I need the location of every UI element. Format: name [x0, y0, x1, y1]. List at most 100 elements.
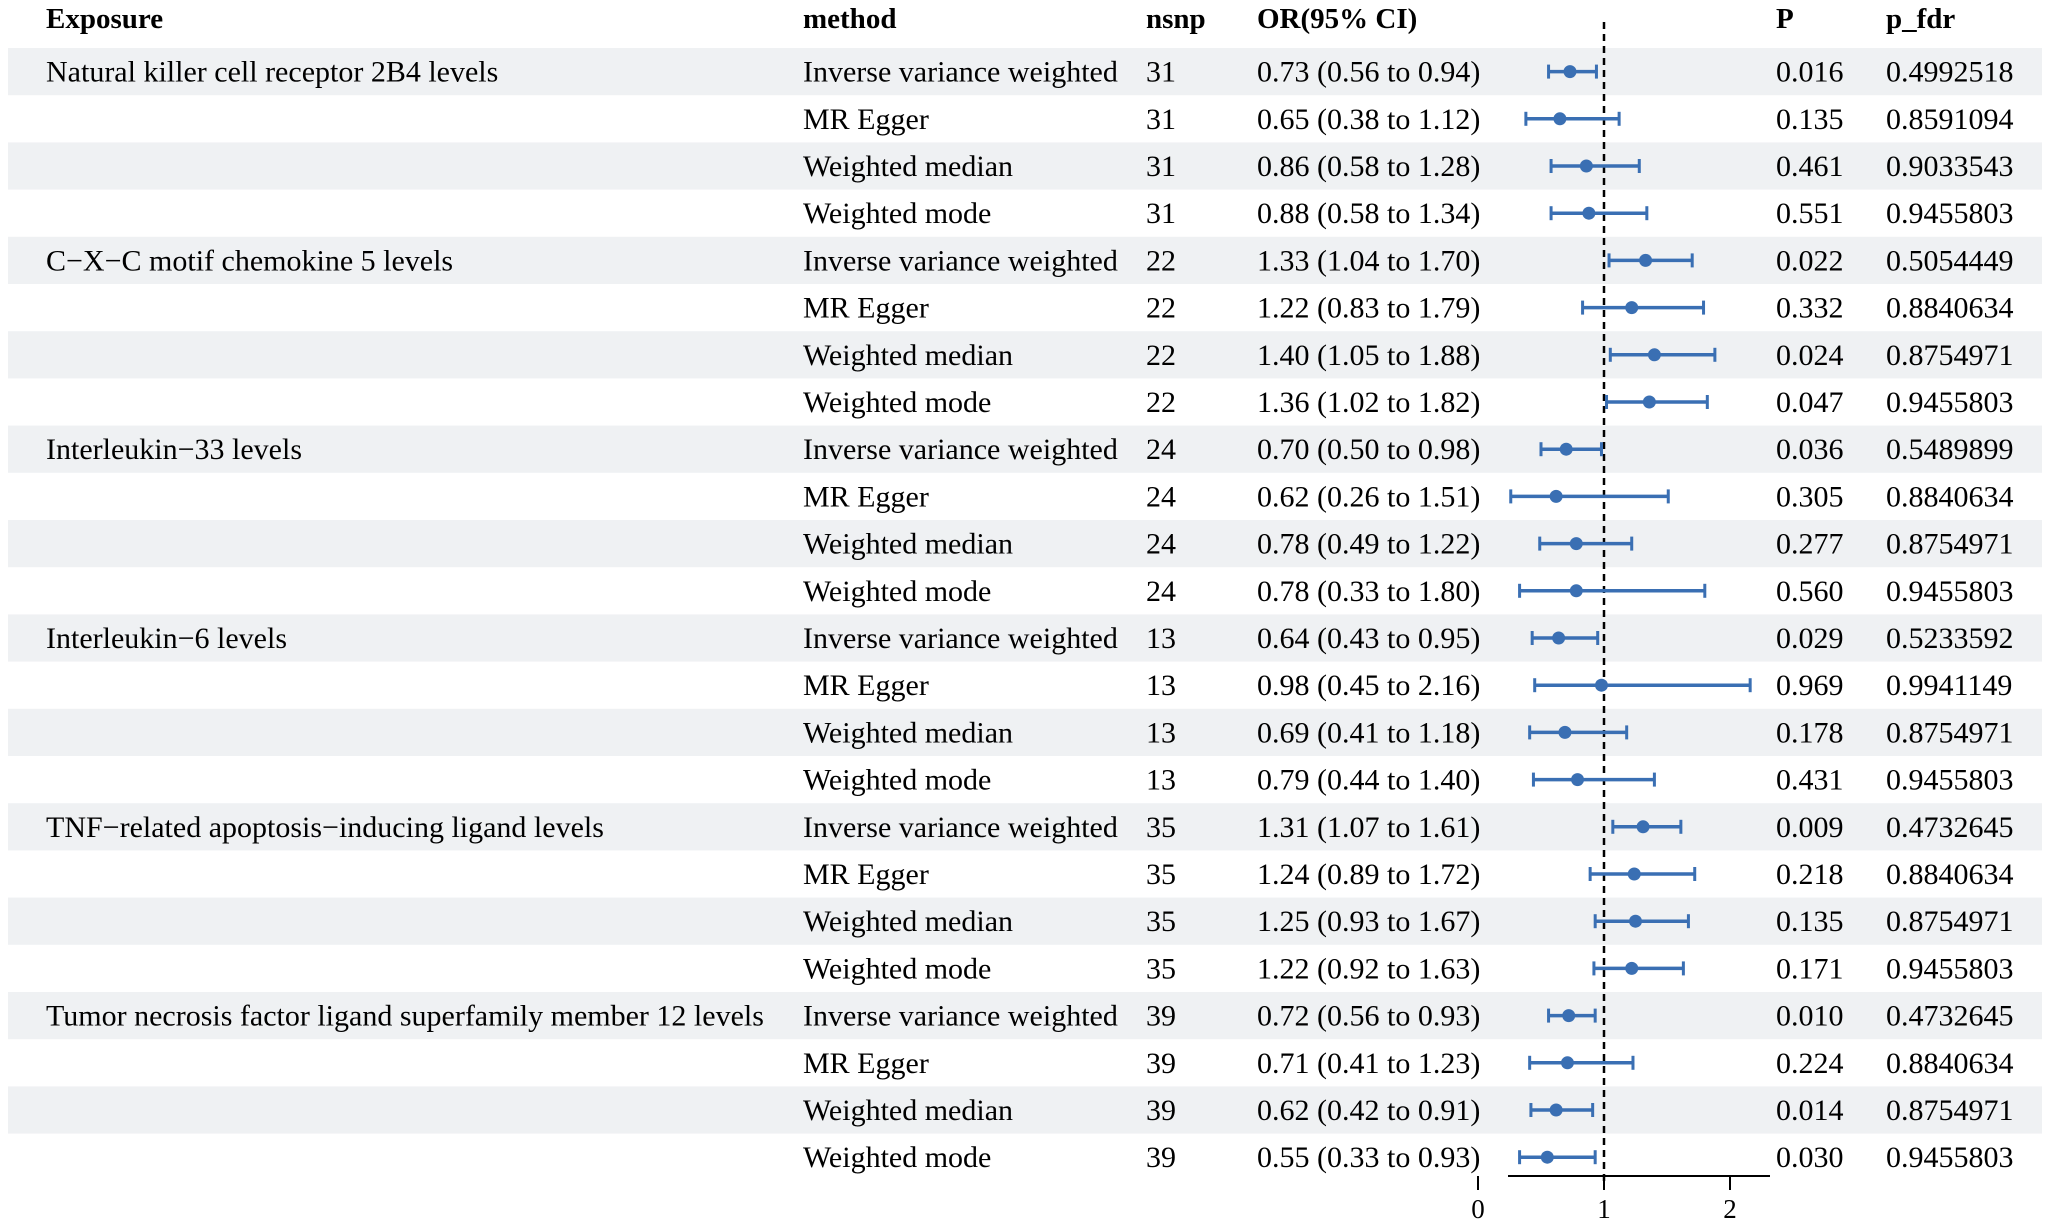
- ci-row: [1518, 1150, 1597, 1165]
- table-row: Weighted median 22 1.40 (1.05 to 1.88) 0.02…: [803, 339, 2014, 372]
- header-nsnp: nsnp: [1146, 3, 1206, 35]
- table-row: Weighted mode 24 0.78 (0.33 to 1.80) 0.560 0…: [803, 575, 2014, 608]
- header-exposure: Exposure: [46, 3, 163, 35]
- nsnp-cell: 31: [1146, 197, 1176, 230]
- or-ci-cell: 0.98 (0.45 to 2.16): [1257, 669, 1480, 702]
- or-ci-cell: 0.88 (0.58 to 1.34): [1257, 197, 1480, 230]
- or-ci-cell: 1.36 (1.02 to 1.82): [1257, 386, 1480, 419]
- ci-row: [1607, 253, 1694, 268]
- p-fdr-cell: 0.4992518: [1886, 56, 2014, 89]
- method-cell: Weighted mode: [803, 197, 991, 230]
- or-point: [1642, 395, 1656, 409]
- ci-row: [1524, 111, 1621, 126]
- p-value-cell: 0.305: [1776, 480, 1844, 513]
- or-ci-cell: 1.31 (1.07 to 1.61): [1257, 811, 1480, 844]
- table-row: Weighted mode 22 1.36 (1.02 to 1.82) 0.047 0…: [803, 386, 2014, 419]
- table-row: MR Egger 39 0.71 (0.41 to 1.23) 0.224 0.8840…: [803, 1047, 2014, 1080]
- or-point: [1563, 65, 1577, 79]
- confidence-intervals: [1509, 64, 1752, 1165]
- p-fdr-cell: 0.8754971: [1886, 716, 2014, 749]
- row-band: [8, 803, 2042, 851]
- row-band: [8, 897, 2042, 945]
- p-fdr-cell: 0.9455803: [1886, 764, 2014, 797]
- or-point: [1559, 442, 1573, 456]
- x-tick-label: 1: [1597, 1194, 1611, 1224]
- method-cell: MR Egger: [803, 1047, 929, 1080]
- p-fdr-cell: 0.8754971: [1886, 1094, 2014, 1127]
- method-cell: MR Egger: [803, 103, 929, 136]
- exposure-cell: Interleukin−33 levels: [46, 433, 302, 466]
- exposure-cell: Tumor necrosis factor ligand superfamily…: [46, 1000, 764, 1033]
- or-point: [1625, 961, 1639, 975]
- ci-row: [1592, 961, 1685, 976]
- p-fdr-cell: 0.9033543: [1886, 150, 2014, 183]
- exposure-cell: TNF−related apoptosis−inducing ligand le…: [46, 811, 604, 844]
- ci-row: [1528, 1055, 1635, 1070]
- table-row: Weighted mode 35 1.22 (0.92 to 1.63) 0.171 0…: [803, 952, 2014, 985]
- or-point: [1553, 112, 1567, 126]
- exposure-cell: Interleukin−6 levels: [46, 622, 287, 655]
- ci-row: [1549, 206, 1649, 221]
- p-value-cell: 0.171: [1776, 952, 1844, 985]
- table-row: TNF−related apoptosis−inducing ligand le…: [46, 811, 2014, 844]
- forest-panel: 0 1 2: [1471, 22, 1770, 1224]
- table-row: Weighted median 35 1.25 (0.93 to 1.67) 0.13…: [803, 905, 2014, 938]
- or-ci-cell: 1.22 (0.92 to 1.63): [1257, 952, 1480, 985]
- method-cell: Weighted mode: [803, 764, 991, 797]
- method-cell: Weighted median: [803, 150, 1013, 183]
- or-ci-cell: 0.69 (0.41 to 1.18): [1257, 716, 1480, 749]
- p-value-cell: 0.178: [1776, 716, 1844, 749]
- p-value-cell: 0.551: [1776, 197, 1844, 230]
- table-row: Interleukin−33 levels Inverse variance we…: [46, 433, 2014, 466]
- p-fdr-cell: 0.9455803: [1886, 1141, 2014, 1174]
- p-fdr-cell: 0.5233592: [1886, 622, 2014, 655]
- table-row: MR Egger 35 1.24 (0.89 to 1.72) 0.218 0.8840…: [803, 858, 2014, 891]
- p-fdr-cell: 0.8591094: [1886, 103, 2014, 136]
- or-ci-cell: 0.79 (0.44 to 1.40): [1257, 764, 1480, 797]
- nsnp-cell: 13: [1146, 622, 1176, 655]
- nsnp-cell: 22: [1146, 292, 1176, 325]
- p-value-cell: 0.461: [1776, 150, 1844, 183]
- ci-row: [1608, 347, 1717, 362]
- nsnp-cell: 24: [1146, 480, 1176, 513]
- or-point: [1639, 253, 1653, 267]
- ci-row: [1528, 725, 1629, 740]
- row-band: [8, 992, 2042, 1040]
- nsnp-cell: 31: [1146, 150, 1176, 183]
- row-band: [8, 236, 2042, 284]
- p-value-cell: 0.277: [1776, 528, 1844, 561]
- x-axis: 0 1 2: [1471, 1175, 1770, 1224]
- method-cell: Weighted median: [803, 1094, 1013, 1127]
- table-row: Weighted mode 39 0.55 (0.33 to 0.93) 0.030 0…: [803, 1141, 2014, 1174]
- or-ci-cell: 1.22 (0.83 to 1.79): [1257, 292, 1480, 325]
- p-value-cell: 0.332: [1776, 292, 1844, 325]
- ci-row: [1547, 64, 1598, 79]
- table-row: Weighted median 13 0.69 (0.41 to 1.18) 0.17…: [803, 716, 2014, 749]
- p-value-cell: 0.969: [1776, 669, 1844, 702]
- p-value-cell: 0.135: [1776, 905, 1844, 938]
- method-cell: Weighted mode: [803, 1141, 991, 1174]
- p-fdr-cell: 0.8840634: [1886, 858, 2014, 891]
- nsnp-cell: 22: [1146, 339, 1176, 372]
- method-cell: MR Egger: [803, 292, 929, 325]
- p-fdr-cell: 0.9455803: [1886, 575, 2014, 608]
- or-point: [1540, 1150, 1554, 1164]
- p-value-cell: 0.218: [1776, 858, 1844, 891]
- table-row: Weighted mode 13 0.79 (0.44 to 1.40) 0.431 0…: [803, 764, 2014, 797]
- p-value-cell: 0.022: [1776, 244, 1844, 277]
- ci-row: [1581, 300, 1706, 315]
- ci-row: [1533, 678, 1752, 693]
- table-row: Interleukin−6 levels Inverse variance wei…: [46, 622, 2014, 655]
- table-row: C−X−C motif chemokine 5 levels Inverse va…: [46, 244, 2014, 277]
- row-bands: [8, 48, 2042, 1134]
- row-band: [8, 708, 2042, 756]
- p-fdr-cell: 0.4732645: [1886, 1000, 2014, 1033]
- or-point: [1594, 678, 1608, 692]
- method-cell: Weighted median: [803, 716, 1013, 749]
- p-fdr-cell: 0.9455803: [1886, 197, 2014, 230]
- ci-row: [1605, 395, 1709, 409]
- ci-row: [1530, 631, 1600, 645]
- nsnp-cell: 39: [1146, 1094, 1176, 1127]
- exposure-cell: Natural killer cell receptor 2B4 levels: [46, 56, 498, 89]
- or-point: [1560, 1056, 1574, 1070]
